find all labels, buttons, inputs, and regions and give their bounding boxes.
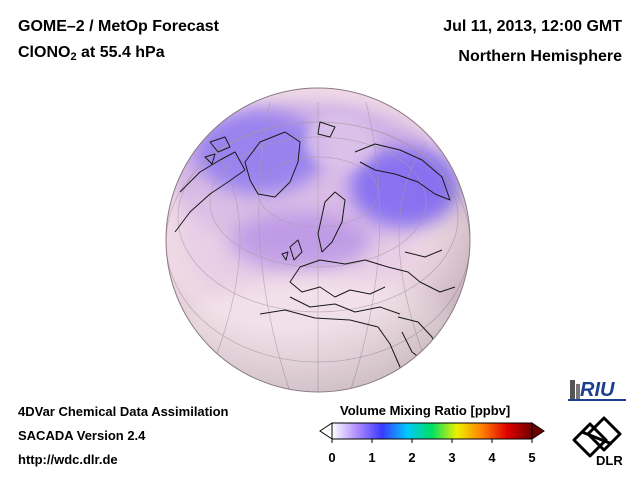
colorbar-tick-label: 5: [528, 450, 535, 465]
riu-logo: RIU: [568, 379, 626, 401]
colorbar-min-arrow: [319, 422, 333, 440]
riu-logo-bar: [570, 380, 575, 400]
version-label: SACADA Version 2.4: [18, 428, 146, 443]
species-name: ClONO: [18, 44, 71, 61]
website-link[interactable]: http://wdc.dlr.de: [18, 452, 118, 467]
species-level-label: ClONO2 at 55.4 hPa: [18, 44, 165, 63]
dlr-logo-mark: [572, 416, 622, 458]
colorbar-tick-label: 2: [408, 450, 415, 465]
colorbar: 0 1 2 3 4 5: [319, 422, 545, 465]
species-subscript: 2: [70, 51, 77, 63]
colorbar-ticks: 0 1 2 3 4 5: [328, 439, 536, 465]
dlr-logo-text: DLR: [596, 453, 623, 468]
colorbar-tick-label: 1: [368, 450, 375, 465]
colorbar-gradient: [331, 422, 533, 440]
riu-logo-text: RIU: [580, 379, 615, 401]
colorbar-title: Volume Mixing Ratio [ppbv]: [340, 403, 511, 418]
hemisphere-globe: [165, 87, 471, 393]
globe-outline: [165, 87, 471, 393]
map-title: GOME–2 / MetOp Forecast: [18, 18, 219, 35]
colorbar-tick-label: 3: [448, 450, 455, 465]
colorbar-max-arrow: [531, 422, 545, 440]
globe-shading: [166, 88, 470, 392]
riu-logo-bar: [576, 384, 580, 400]
pressure-level: at 55.4 hPa: [76, 44, 165, 61]
colorbar-tick-label: 0: [328, 450, 335, 465]
assimilation-label: 4DVar Chemical Data Assimilation: [18, 404, 229, 419]
region-label: Northern Hemisphere: [458, 48, 622, 65]
colorbar-tick-label: 4: [488, 450, 496, 465]
dlr-logo: DLR: [572, 416, 623, 468]
forecast-date: Jul 11, 2013, 12:00 GMT: [443, 18, 622, 35]
